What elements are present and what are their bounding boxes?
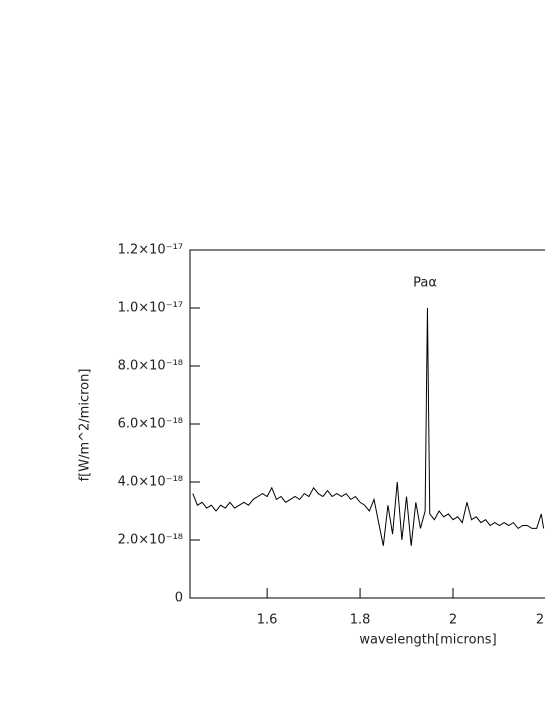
y-tick-label: 1.2×10⁻¹⁷ <box>118 243 183 258</box>
y-tick-label: 2.0×10⁻¹⁸ <box>118 533 183 548</box>
y-tick-label: 0 <box>175 591 183 606</box>
spectrum-line <box>192 307 545 546</box>
x-tick-label: 2. <box>536 613 545 628</box>
plot-frame <box>189 249 545 599</box>
x-tick-label: 1.8 <box>350 613 371 628</box>
x-tick-label: 1.6 <box>257 613 278 628</box>
y-tick-label: 6.0×10⁻¹⁸ <box>118 417 183 432</box>
y-axis-label: f[W/m^2/micron] <box>78 369 93 482</box>
annotation: Paα <box>413 276 437 291</box>
y-tick-label: 8.0×10⁻¹⁸ <box>118 359 183 374</box>
x-tick-label: 2 <box>449 613 457 628</box>
x-axis-label: wavelength[microns] <box>359 633 496 648</box>
y-tick-label: 1.0×10⁻¹⁷ <box>118 301 183 316</box>
y-tick-label: 4.0×10⁻¹⁸ <box>118 475 183 490</box>
